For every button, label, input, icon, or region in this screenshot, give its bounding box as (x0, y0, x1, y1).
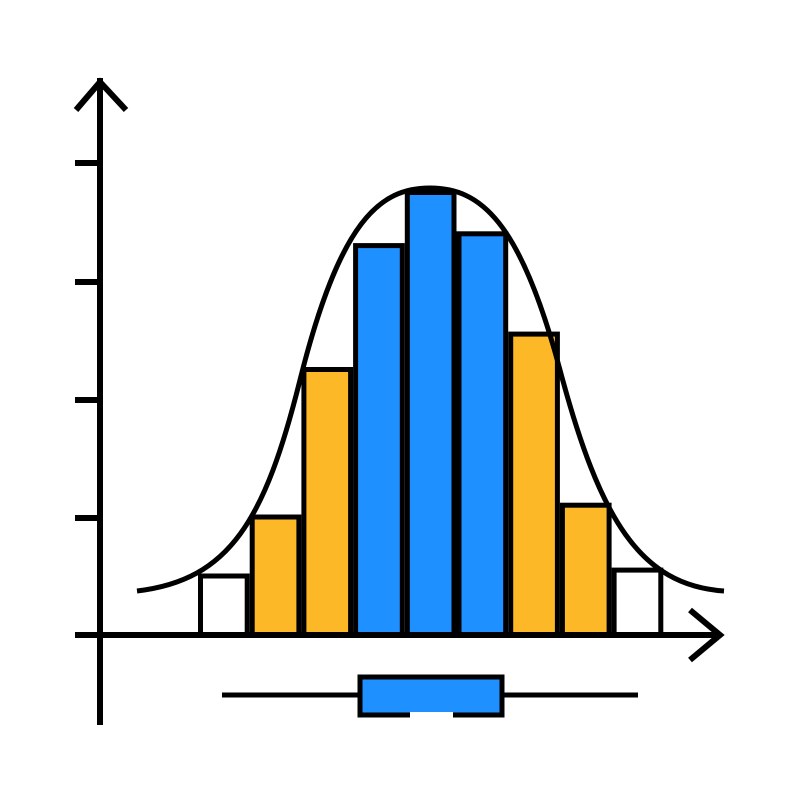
y-arrow (73, 77, 129, 113)
bell-curve (136, 185, 725, 594)
axes (73, 77, 725, 725)
bar (559, 502, 612, 638)
bar (456, 231, 509, 638)
bar (404, 190, 457, 638)
x-arrow (688, 607, 725, 663)
bar (611, 567, 664, 638)
bar (353, 243, 405, 638)
box (357, 674, 505, 718)
bar (301, 367, 354, 638)
bar (198, 573, 250, 638)
bars (198, 190, 664, 638)
bar (508, 331, 560, 638)
bar (249, 514, 302, 638)
box-plot (222, 674, 638, 718)
